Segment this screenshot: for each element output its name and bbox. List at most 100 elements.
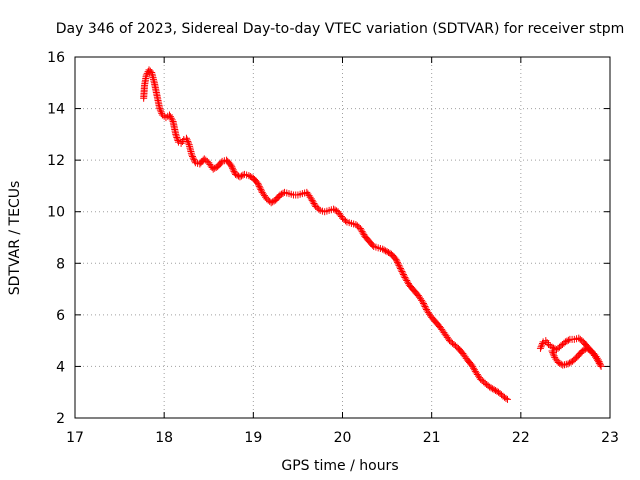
data-point-interp xyxy=(399,270,407,278)
data-point xyxy=(172,130,180,138)
data-point xyxy=(245,172,253,180)
data-point xyxy=(166,111,174,119)
y-tick-label: 12 xyxy=(47,153,65,169)
plot-frame xyxy=(74,56,611,419)
data-point-interp xyxy=(380,246,388,254)
data-points xyxy=(140,66,605,403)
data-point-interp xyxy=(189,154,197,162)
data-point-interp xyxy=(278,190,286,198)
data-point-interp xyxy=(173,135,181,143)
data-point-interp xyxy=(172,132,180,140)
grid xyxy=(75,57,610,418)
data-point xyxy=(379,245,387,253)
y-axis-label: SDTVAR / TECUs xyxy=(7,181,23,296)
x-tick-label: 17 xyxy=(66,430,84,446)
data-point xyxy=(142,71,150,79)
data-point-interp xyxy=(309,198,317,206)
data-point-interp xyxy=(489,385,497,393)
data-point-interp xyxy=(359,229,367,237)
data-point-interp xyxy=(470,364,478,372)
data-point xyxy=(569,357,577,365)
x-tick-label: 21 xyxy=(423,430,441,446)
data-point-interp xyxy=(358,228,366,236)
data-point-interp xyxy=(189,153,197,161)
data-point-interp xyxy=(538,340,546,348)
data-point-interp xyxy=(400,272,408,280)
y-tick-label: 8 xyxy=(56,256,65,272)
data-point-interp xyxy=(174,137,182,145)
data-point xyxy=(396,264,404,272)
data-point xyxy=(276,191,284,199)
data-point-interp xyxy=(394,260,402,268)
data-point-interp xyxy=(404,278,412,286)
data-point xyxy=(307,195,315,203)
data-point-interp xyxy=(596,359,604,367)
data-point xyxy=(419,298,427,306)
data-point xyxy=(583,344,591,352)
data-point-interp xyxy=(310,199,318,207)
data-point xyxy=(156,105,164,113)
data-point-interp xyxy=(402,275,410,283)
data-point-interp xyxy=(269,198,277,206)
data-point xyxy=(561,338,569,346)
data-point-interp xyxy=(257,185,265,193)
data-point xyxy=(356,224,364,232)
data-point-interp xyxy=(502,394,510,402)
data-point xyxy=(158,111,166,119)
data-point-interp xyxy=(385,249,393,257)
x-tick-label: 18 xyxy=(155,430,173,446)
data-point-interp xyxy=(586,346,594,354)
data-point-interp xyxy=(157,108,165,116)
data-point xyxy=(587,347,595,355)
data-point-interp xyxy=(246,172,254,180)
data-point-interp xyxy=(156,106,164,114)
data-point-interp xyxy=(420,301,428,309)
data-point xyxy=(182,134,190,142)
data-point-interp xyxy=(237,172,245,180)
data-point xyxy=(401,273,409,281)
data-point-interp xyxy=(469,363,477,371)
data-point-interp xyxy=(331,206,339,214)
data-point-interp xyxy=(229,164,237,172)
data-point-interp xyxy=(398,267,406,275)
data-point-interp xyxy=(492,386,500,394)
data-point xyxy=(503,395,511,403)
data-point-interp xyxy=(395,261,403,269)
data-point xyxy=(486,383,494,391)
data-point xyxy=(548,347,556,355)
y-tick-label: 2 xyxy=(56,411,65,427)
data-point xyxy=(267,199,275,207)
data-point-interp xyxy=(382,247,390,255)
y-tick-label: 6 xyxy=(56,308,65,324)
data-point-interp xyxy=(470,366,478,374)
data-point-interp xyxy=(233,171,241,179)
data-point-interp xyxy=(393,258,401,266)
data-point-interp xyxy=(256,184,264,192)
data-point-interp xyxy=(421,302,429,310)
data-point xyxy=(330,205,338,213)
data-point-interp xyxy=(184,139,192,147)
data-point-interp xyxy=(549,350,557,358)
data-point-interp xyxy=(341,217,349,225)
data-point xyxy=(162,114,170,122)
data-point-interp xyxy=(184,137,192,145)
data-point-interp xyxy=(422,304,430,312)
data-point xyxy=(227,161,235,169)
data-point-interp xyxy=(357,226,365,234)
data-point-interp xyxy=(167,114,175,122)
data-point-interp xyxy=(315,205,323,213)
data-point-interp xyxy=(168,116,176,124)
data-point-interp xyxy=(567,358,575,366)
y-tick-label: 10 xyxy=(47,205,65,221)
x-tick-label: 23 xyxy=(601,430,619,446)
data-point-interp xyxy=(230,167,238,175)
data-point-interp xyxy=(557,360,565,368)
data-point-interp xyxy=(397,266,405,274)
data-point-interp xyxy=(550,352,558,360)
data-point-interp xyxy=(487,384,495,392)
data-point-interp xyxy=(255,181,263,189)
data-point-interp xyxy=(166,113,174,121)
data-point-interp xyxy=(419,299,427,307)
data-point xyxy=(536,344,544,352)
